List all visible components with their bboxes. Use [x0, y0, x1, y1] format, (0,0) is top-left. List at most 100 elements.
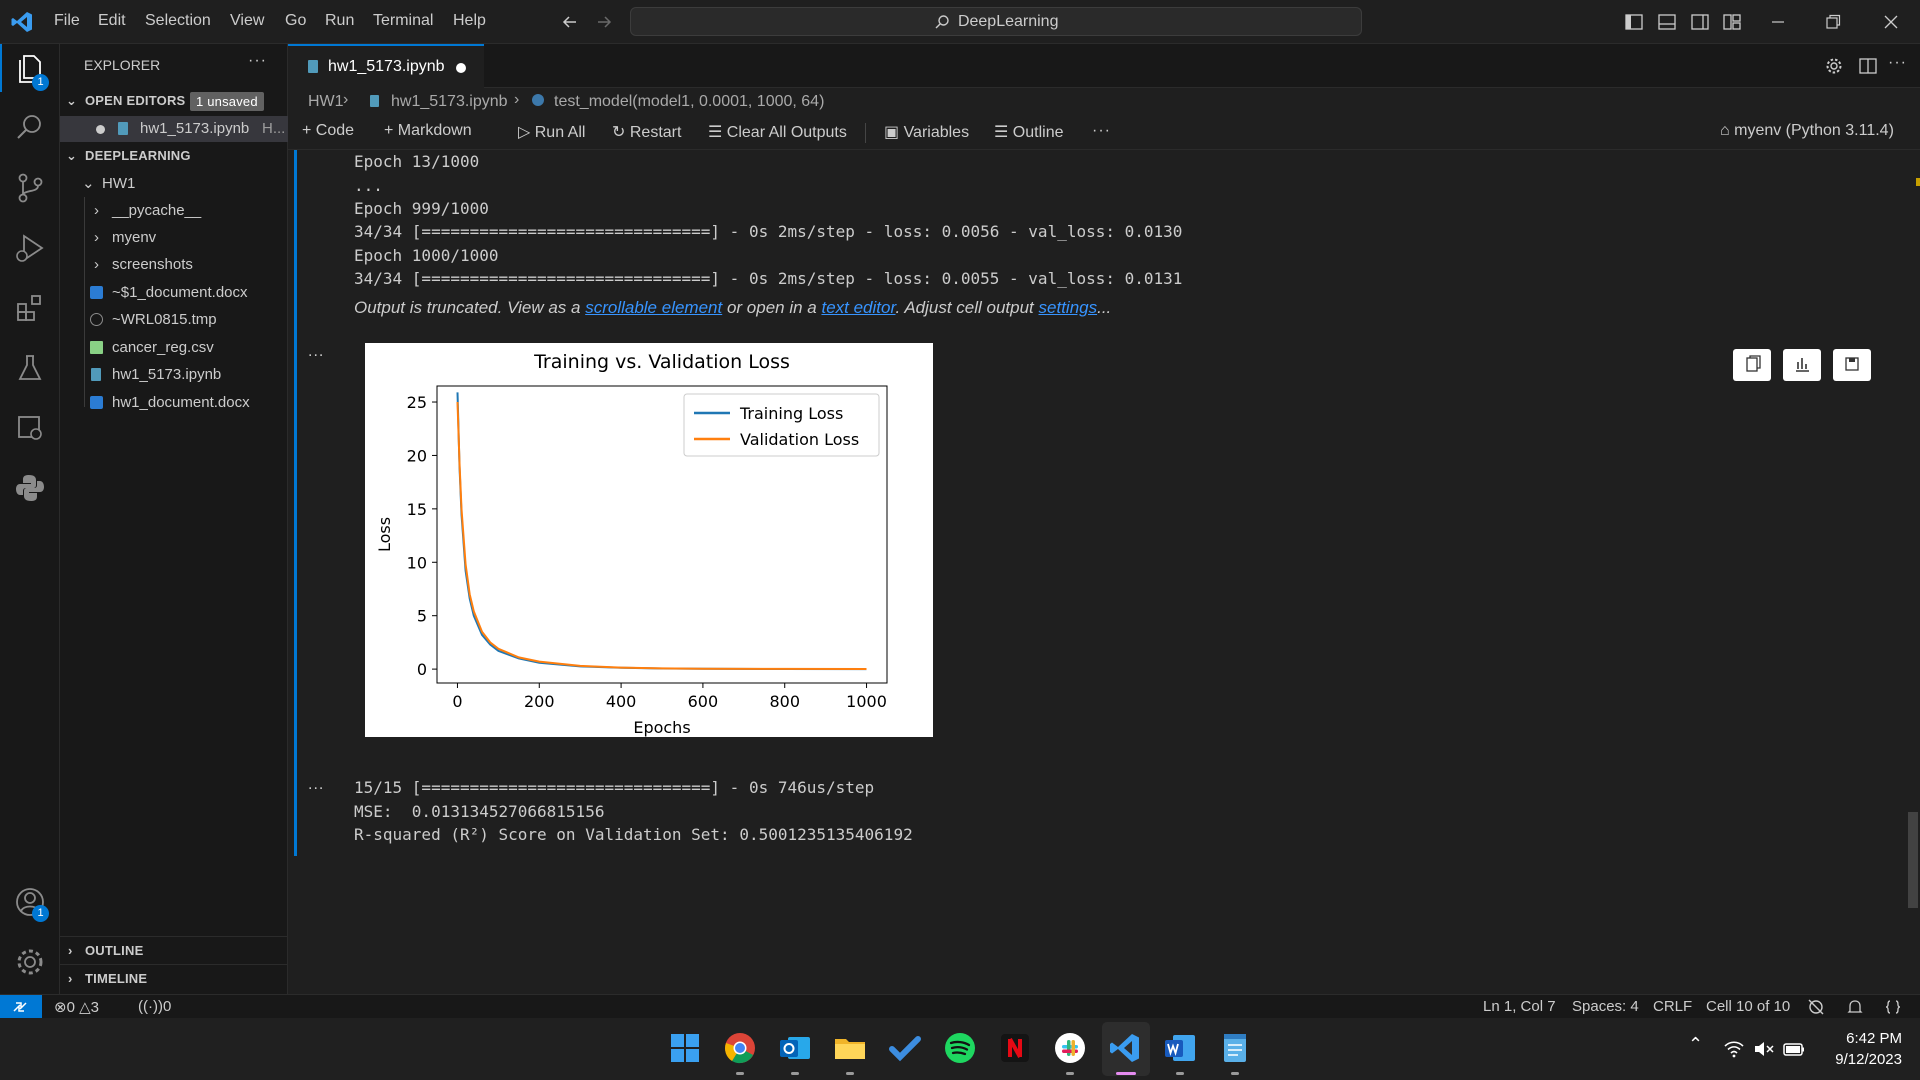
cell-indicator[interactable]: Cell 10 of 10 — [1706, 998, 1791, 1015]
toggle-secondary-sidebar-icon[interactable] — [1690, 12, 1710, 32]
menu-file[interactable]: File — [54, 12, 80, 29]
menu-help[interactable]: Help — [453, 12, 486, 29]
timeline-section[interactable]: › TIMELINE — [60, 966, 288, 992]
clock-date[interactable]: 9/12/2023 — [1835, 1051, 1902, 1068]
forward-arrow-icon[interactable] — [594, 12, 614, 32]
split-editor-icon[interactable] — [1858, 56, 1878, 76]
speaker-muted-icon[interactable] — [1753, 1040, 1775, 1058]
output-more-actions[interactable]: ... — [308, 343, 325, 360]
testing-icon[interactable] — [12, 350, 48, 386]
workspace-section[interactable]: ⌄ DEEPLEARNING — [60, 143, 288, 169]
todo-icon[interactable] — [888, 1031, 922, 1065]
text-editor-link[interactable]: text editor — [821, 298, 896, 317]
open-editor-item[interactable]: hw1_5173.ipynb H... — [60, 116, 288, 142]
tree-item[interactable]: ~WRL0815.tmp — [60, 307, 288, 333]
restore-icon[interactable] — [1823, 12, 1843, 32]
variables-button[interactable]: ▣ Variables — [884, 122, 969, 142]
notifications-bell-icon[interactable] — [1846, 998, 1864, 1016]
extensions-icon[interactable] — [12, 290, 48, 326]
customize-layout-icon[interactable] — [1722, 12, 1742, 32]
manage-gear-icon[interactable] — [12, 944, 48, 980]
outlook-icon[interactable] — [778, 1031, 812, 1065]
run-debug-icon[interactable] — [12, 230, 48, 266]
menu-run[interactable]: Run — [325, 12, 355, 29]
tree-item[interactable]: › screenshots — [60, 252, 288, 278]
tree-item[interactable]: ~$1_document.docx — [60, 280, 288, 306]
copilot-icon[interactable] — [1806, 998, 1826, 1016]
windows-start-icon[interactable] — [668, 1031, 702, 1065]
add-code-cell-button[interactable]: + Code — [302, 122, 354, 140]
menu-selection[interactable]: Selection — [145, 12, 211, 29]
menu-view[interactable]: View — [230, 12, 265, 29]
menu-terminal[interactable]: Terminal — [373, 12, 434, 29]
tree-item[interactable]: › myenv — [60, 225, 288, 251]
outline-button[interactable]: ☰ Outline — [994, 122, 1064, 142]
restart-button[interactable]: ↻ Restart — [612, 122, 681, 142]
menu-edit[interactable]: Edit — [98, 12, 126, 29]
toggle-primary-sidebar-icon[interactable] — [1624, 12, 1644, 32]
explorer-icon[interactable] — [12, 50, 48, 86]
add-markdown-cell-button[interactable]: + Markdown — [384, 122, 472, 140]
outline-section[interactable]: › OUTLINE — [60, 938, 288, 964]
python-icon[interactable] — [12, 470, 48, 506]
line-endings[interactable]: CRLF — [1653, 998, 1693, 1015]
more-actions-icon[interactable]: ··· — [1092, 122, 1111, 139]
command-center-search[interactable]: DeepLearning — [630, 7, 1362, 36]
clock-time[interactable]: 6:42 PM — [1846, 1030, 1902, 1047]
section-divider — [60, 964, 288, 965]
minimize-icon[interactable] — [1768, 12, 1788, 32]
tree-item[interactable]: cancer_reg.csv — [60, 335, 288, 361]
chrome-icon[interactable] — [723, 1031, 757, 1065]
breadcrumb-folder[interactable]: HW1 — [308, 93, 344, 110]
run-all-button[interactable]: ▷ Run All — [518, 122, 585, 142]
netflix-icon[interactable] — [998, 1031, 1032, 1065]
save-image-button[interactable] — [1833, 349, 1871, 381]
search-icon[interactable] — [12, 110, 48, 146]
vscode-icon[interactable] — [1108, 1031, 1142, 1065]
tree-item[interactable]: hw1_document.docx — [60, 390, 288, 416]
kernel-picker[interactable]: ⌂ myenv (Python 3.11.4) — [1720, 122, 1894, 140]
wifi-icon[interactable] — [1723, 1040, 1745, 1058]
tab-hw1-notebook[interactable]: hw1_5173.ipynb — [288, 44, 484, 88]
ports-indicator[interactable]: ((·))0 — [138, 998, 171, 1015]
scrollable-element-link[interactable]: scrollable element — [585, 298, 723, 317]
settings-link[interactable]: settings — [1038, 298, 1098, 317]
close-icon[interactable] — [1881, 12, 1901, 32]
open-editors-section[interactable]: ⌄ OPEN EDITORS 1 unsaved — [60, 88, 288, 114]
word-icon[interactable] — [1163, 1031, 1197, 1065]
file-explorer-icon[interactable] — [833, 1031, 867, 1065]
unsaved-dot-icon[interactable] — [456, 63, 466, 73]
battery-icon[interactable] — [1782, 1040, 1806, 1058]
tree-item[interactable]: › __pycache__ — [60, 198, 288, 224]
tree-item-label: cancer_reg.csv — [112, 339, 214, 356]
indentation[interactable]: Spaces: 4 — [1572, 998, 1639, 1015]
breadcrumb-file[interactable]: hw1_5173.ipynb — [391, 93, 508, 110]
source-control-icon[interactable] — [12, 170, 48, 206]
slack-icon[interactable] — [1053, 1031, 1087, 1065]
chevron-up-icon[interactable]: ⌃ — [1688, 1034, 1704, 1054]
list-icon: ☰ — [994, 124, 1013, 141]
notepad-icon[interactable] — [1218, 1031, 1252, 1065]
tree-item[interactable]: hw1_5173.ipynb — [60, 362, 288, 388]
back-arrow-icon[interactable] — [560, 12, 580, 32]
remote-indicator[interactable] — [0, 995, 42, 1019]
x-tick-label: 0 — [452, 692, 462, 711]
braces-icon[interactable] — [1884, 998, 1902, 1016]
folder-hw1[interactable]: ⌄ HW1 — [60, 171, 288, 197]
remote-explorer-icon[interactable] — [12, 410, 48, 446]
copy-output-button[interactable] — [1733, 349, 1771, 381]
menu-go[interactable]: Go — [285, 12, 307, 29]
running-indicator — [846, 1072, 854, 1075]
open-plot-viewer-button[interactable] — [1783, 349, 1821, 381]
vertical-scrollbar-thumb[interactable] — [1908, 812, 1918, 908]
spotify-icon[interactable] — [943, 1031, 977, 1065]
more-actions-icon[interactable]: ··· — [1888, 54, 1907, 71]
more-actions-icon[interactable]: ··· — [248, 52, 267, 69]
clear-all-outputs-button[interactable]: ☰ Clear All Outputs — [708, 122, 847, 142]
gear-icon[interactable] — [1824, 56, 1844, 76]
cursor-position[interactable]: Ln 1, Col 7 — [1483, 998, 1556, 1015]
toggle-panel-icon[interactable] — [1657, 12, 1677, 32]
problems-indicator[interactable]: ⊗0 △3 — [54, 998, 99, 1016]
output-more-actions[interactable]: ... — [308, 776, 325, 793]
breadcrumb-symbol[interactable]: test_model(model1, 0.0001, 1000, 64) — [554, 93, 825, 110]
